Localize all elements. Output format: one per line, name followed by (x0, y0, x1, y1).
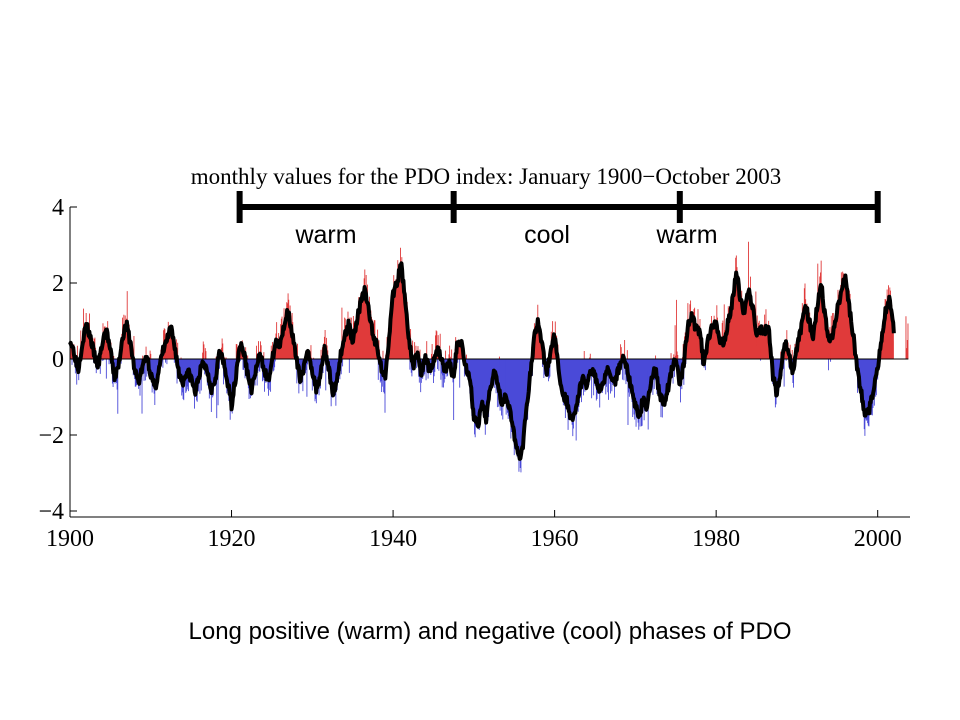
warm-phase-label-2: warm (655, 221, 717, 249)
cool-phase-label: cool (524, 221, 570, 249)
smoothed-index-line (68, 261, 896, 461)
x-tick-label: 1960 (531, 526, 579, 552)
warm-phase-label-1: warm (294, 221, 356, 249)
y-tick-label: −4 (38, 499, 64, 525)
y-tick-label: −2 (38, 423, 64, 449)
smoothed-line (68, 261, 896, 461)
x-tick-label: 1940 (369, 526, 417, 552)
y-tick-label: 0 (52, 347, 64, 373)
chart-title: monthly values for the PDO index: Januar… (191, 164, 781, 189)
x-tick-label: 1980 (692, 526, 740, 552)
monthly-positive-bars (69, 241, 909, 359)
x-tick-label: 1920 (208, 526, 256, 552)
x-tick-label: 2000 (854, 526, 902, 552)
negative-area (75, 359, 880, 458)
monthly-negative-bars (71, 359, 894, 472)
phase-annotations: warm cool warm (236, 191, 881, 249)
x-tick-label: 1900 (46, 526, 94, 552)
y-tick-label: 4 (52, 195, 64, 221)
y-tick-label: 2 (52, 271, 64, 297)
slide-caption: Long positive (warm) and negative (cool)… (188, 618, 792, 645)
